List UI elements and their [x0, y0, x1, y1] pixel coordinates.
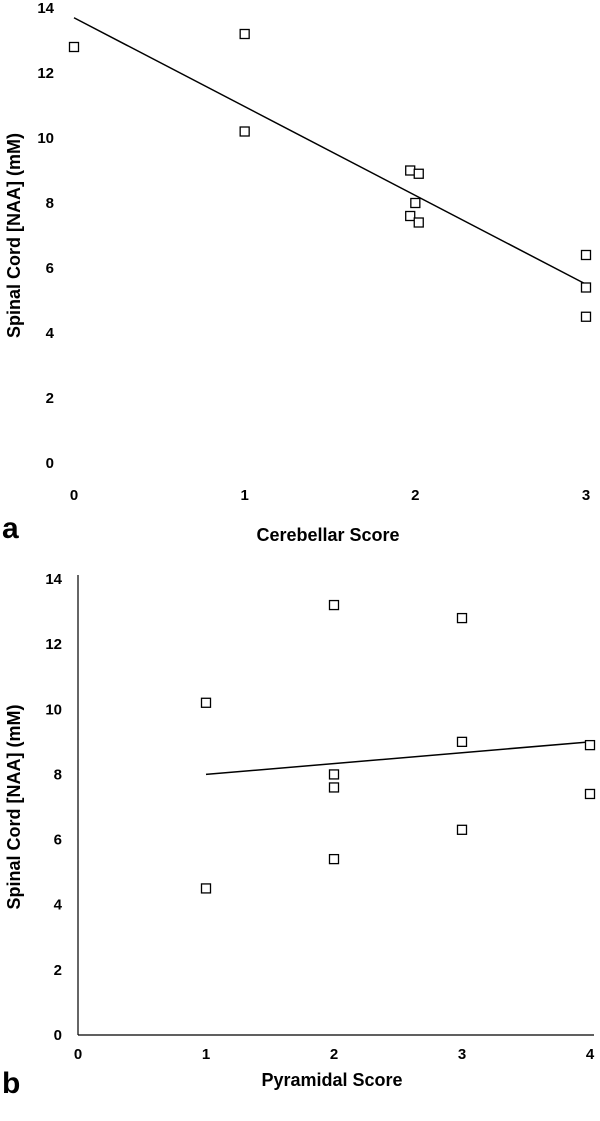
y-axis-label: Spinal Cord [NAA] (mM) [4, 133, 24, 338]
y-tick-label: 6 [46, 260, 54, 277]
y-tick-label: 10 [45, 701, 62, 718]
data-point [580, 249, 592, 261]
x-tick-label: 1 [240, 487, 248, 504]
y-tick-label: 10 [37, 130, 54, 147]
x-axis-label: Pyramidal Score [261, 1070, 402, 1090]
x-tick-label: 2 [411, 487, 419, 504]
data-point [580, 282, 592, 293]
trend-line [73, 17, 587, 285]
y-tick-label: 14 [45, 571, 62, 588]
panel-letter: a [2, 512, 19, 545]
data-point [328, 782, 340, 793]
y-tick-label: 12 [37, 65, 54, 82]
data-point [405, 165, 416, 176]
y-tick-label: 2 [46, 390, 54, 407]
x-tick-label: 3 [582, 487, 590, 504]
y-tick-label: 4 [54, 897, 63, 914]
data-point [584, 788, 596, 800]
x-tick-label: 1 [202, 1046, 210, 1063]
data-point [328, 853, 340, 865]
y-tick-label: 0 [46, 455, 54, 472]
data-point [413, 217, 424, 228]
trend-line [205, 741, 591, 776]
data-point [239, 28, 250, 40]
data-point [200, 883, 212, 894]
data-point [456, 824, 468, 835]
data-point [456, 612, 468, 624]
y-tick-label: 4 [46, 325, 55, 342]
y-tick-label: 14 [37, 0, 54, 17]
y-tick-label: 8 [54, 766, 62, 783]
data-point [239, 126, 250, 137]
y-tick-label: 0 [54, 1027, 62, 1044]
y-tick-label: 6 [54, 832, 62, 849]
data-point [410, 197, 421, 209]
panel-letter: b [2, 1067, 20, 1100]
x-tick-label: 3 [458, 1046, 466, 1063]
x-tick-label: 2 [330, 1046, 338, 1063]
y-axis-label: Spinal Cord [NAA] (mM) [4, 705, 24, 910]
data-point [584, 739, 596, 751]
y-tick-label: 2 [54, 962, 62, 979]
x-tick-label: 4 [586, 1046, 595, 1063]
data-point [580, 311, 592, 322]
data-point [200, 697, 212, 708]
data-point [328, 769, 340, 780]
y-tick-label: 8 [46, 195, 54, 212]
data-point [68, 41, 80, 53]
data-point [456, 736, 468, 748]
data-point [405, 210, 416, 222]
data-point [328, 599, 340, 611]
y-tick-label: 12 [45, 636, 62, 653]
x-tick-label: 0 [70, 487, 78, 504]
data-point [413, 168, 424, 179]
x-axis-label: Cerebellar Score [256, 525, 399, 545]
x-tick-label: 0 [74, 1046, 82, 1063]
